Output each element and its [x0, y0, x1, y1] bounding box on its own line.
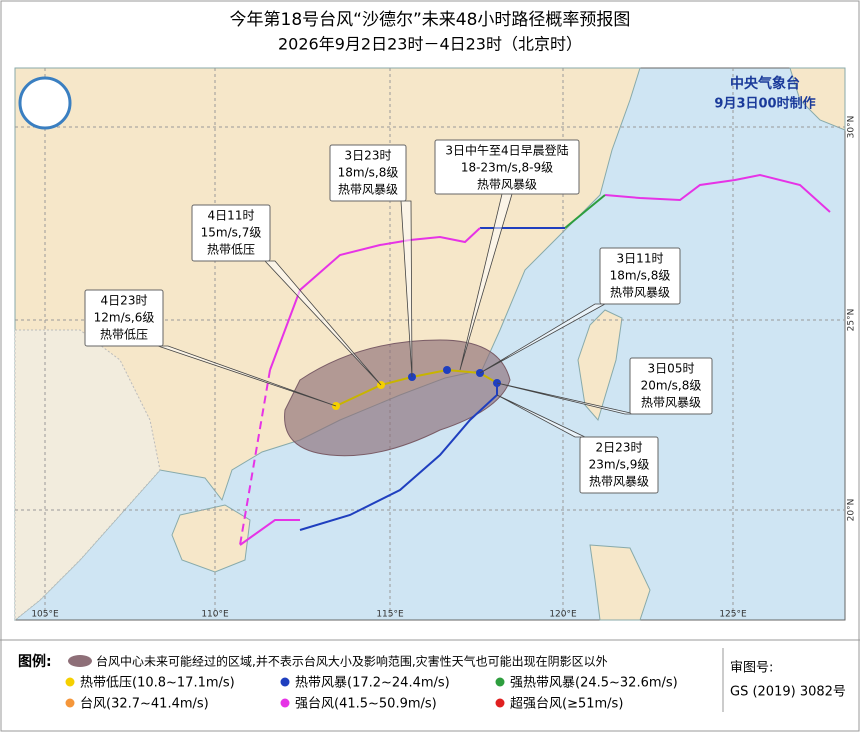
callout-text: 20m/s,8级 [641, 379, 702, 393]
legend-dot [280, 698, 290, 708]
legend-items: 热带低压(10.8~17.1m/s) 热带风暴(17.2~24.4m/s) 强热带风… [65, 676, 678, 712]
track [564, 194, 606, 229]
review-label: 审图号: [730, 661, 773, 676]
legend-label: 热带低压(10.8~17.1m/s) [80, 676, 235, 691]
callout-pointer [479, 303, 606, 374]
track [239, 519, 300, 546]
legend-cone: 台风中心未来可能经过的区域,并不表示台风大小及影响范围,灾害性天气也可能出现在阴… [96, 654, 608, 669]
track [604, 173, 831, 213]
legend-label: 强台风(41.5~50.9m/s) [295, 697, 437, 712]
callout-box [191, 204, 271, 262]
agency-name: 中央气象台 [730, 75, 800, 92]
callout-pointer [496, 382, 636, 415]
callout-pointer [264, 260, 382, 386]
callout-text: 4日11时 [208, 209, 255, 223]
cone-swatch [68, 655, 92, 667]
legend-dot [495, 698, 505, 708]
callout-text: 热带风暴级 [338, 183, 398, 197]
callout-box [599, 247, 681, 305]
callout-text: 3日05时 [648, 362, 695, 376]
legend-label: 强热带风暴(24.5~32.6m/s) [510, 676, 678, 691]
callout-text: 18-23m/s,8-9级 [461, 161, 553, 175]
lon-label: 110°E [201, 610, 229, 620]
probability-cone [284, 339, 511, 457]
callout-box [329, 144, 407, 202]
track [269, 227, 481, 371]
callouts: 3日23时18m/s,8级热带风暴级3日中午至4日早晨登陆18-23m/s,8-… [84, 139, 713, 494]
callout-pointer [496, 394, 586, 438]
callout-pointer [400, 200, 413, 378]
callout-text: 12m/s,6级 [94, 311, 155, 325]
callout-text: 热带风暴级 [641, 396, 701, 410]
lon-label: 105°E [31, 610, 59, 620]
lon-label: 120°E [549, 610, 577, 620]
japan [789, 67, 846, 131]
subtitle: 2026年9月2日23时－4日23时（北京时） [278, 35, 582, 54]
title: 今年第18号台风“沙德尔”未来48小时路径概率预报图 [230, 10, 631, 30]
legend-label: 超强台风(≥51m/s) [510, 697, 623, 712]
callout-text: 2日23时 [596, 441, 643, 455]
callout-box [434, 139, 580, 195]
lon-label: 125°E [719, 610, 747, 620]
callout-box [629, 357, 713, 415]
lon-label: 115°E [376, 610, 404, 620]
legend: 图例: 台风中心未来可能经过的区域,并不表示台风大小及影响范围,灾害性天气也可能… [0, 639, 860, 712]
legend-label: 台风(32.7~41.4m/s) [80, 697, 209, 712]
review-number: GS (2019) 3082号 [730, 685, 846, 700]
callout-text: 3日23时 [345, 149, 392, 163]
callout-text: 热带风暴级 [477, 178, 537, 192]
agency-date: 9月3日00时制作 [714, 96, 815, 112]
taiwan [577, 309, 623, 422]
track [239, 369, 271, 546]
callout-text: 15m/s,7级 [201, 226, 262, 240]
legend-dot [65, 677, 75, 687]
callout-text: 热带低压 [100, 328, 148, 342]
philippines [589, 544, 651, 621]
callout-box [579, 436, 659, 494]
legend-dot [65, 698, 75, 708]
legend-label: 热带风暴(17.2~24.4m/s) [295, 676, 450, 691]
legend-dot [495, 677, 505, 687]
lat-label: 30°N [847, 116, 857, 139]
callout-text: 18m/s,8级 [338, 166, 399, 180]
lat-label: 20°N [847, 499, 857, 522]
callout-text: 热带风暴级 [589, 475, 649, 489]
callout-text: 热带风暴级 [610, 286, 670, 300]
callout-text: 18m/s,8级 [610, 269, 671, 283]
hainan [171, 504, 251, 573]
callout-box [84, 289, 164, 347]
lat-label: 25°N [847, 309, 857, 332]
axis-labels: 105°E 110°E 115°E 120°E 125°E 30°N 25°N 20°N [31, 116, 856, 620]
legend-title: 图例: [18, 653, 52, 670]
map: 中央气象台 9月3日00时制作 [14, 67, 846, 622]
point [443, 366, 451, 374]
callout-pointer [157, 345, 337, 407]
callout-text: 热带低压 [207, 243, 255, 257]
callout-text: 3日11时 [617, 252, 664, 266]
legend-dot [280, 677, 290, 687]
logo [18, 76, 72, 130]
callout-text: 23m/s,9级 [589, 458, 650, 472]
callout-text: 4日23时 [101, 294, 148, 308]
callout-text: 3日中午至4日早晨登陆 [445, 143, 568, 158]
